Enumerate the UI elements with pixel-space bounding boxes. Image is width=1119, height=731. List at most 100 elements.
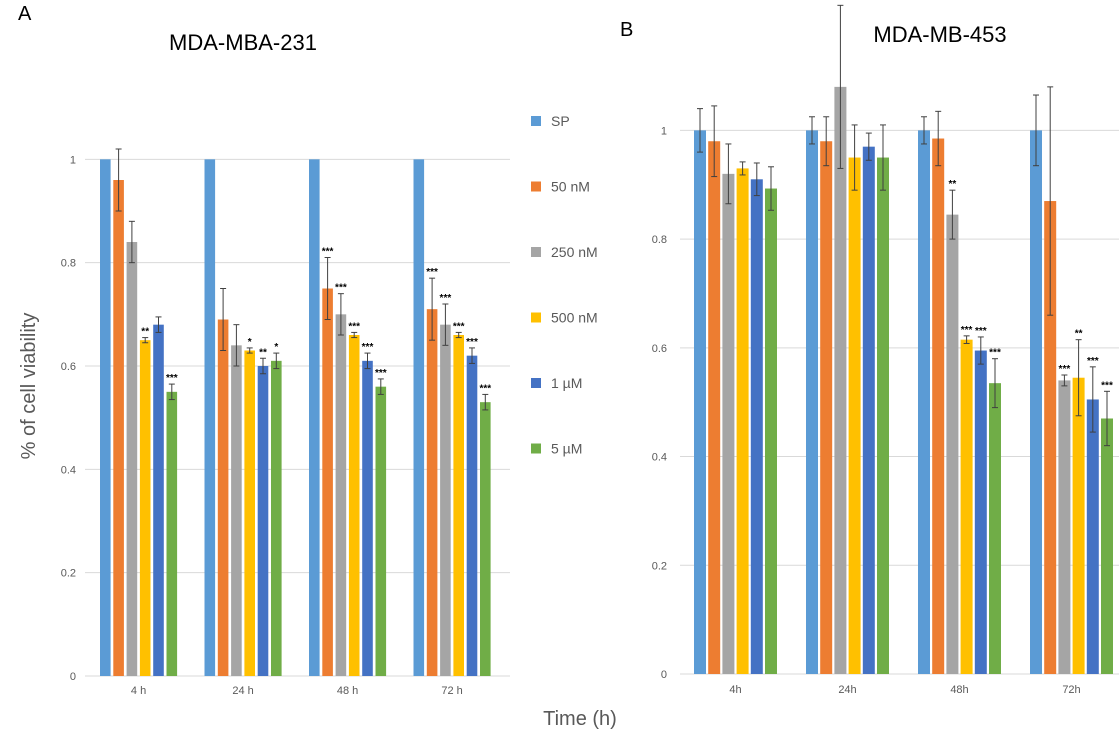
x-tick-label: 48h [950, 684, 968, 696]
bar [322, 288, 333, 676]
bar [139, 340, 151, 676]
significance-marker: ** [259, 347, 267, 358]
y-tick-label: 0.2 [61, 568, 76, 580]
significance-marker: *** [375, 368, 387, 379]
significance-marker: *** [1101, 380, 1113, 391]
bar [362, 360, 373, 676]
y-axis-label: % of cell viability [18, 313, 40, 460]
bar [946, 214, 959, 675]
significance-marker: *** [479, 383, 491, 394]
bar [848, 157, 861, 674]
bar [722, 173, 735, 674]
bar [271, 360, 282, 676]
bar [166, 391, 178, 676]
significance-marker: *** [348, 321, 360, 332]
bar [820, 141, 833, 675]
bar [480, 402, 491, 676]
y-tick-label: 0.4 [652, 452, 667, 464]
legend-label: SP [551, 113, 570, 129]
bar [440, 324, 451, 676]
y-tick-label: 0 [70, 671, 76, 683]
bar [375, 386, 387, 676]
significance-marker: *** [322, 247, 334, 258]
bar [257, 366, 269, 676]
bar [862, 146, 875, 674]
y-tick-label: 0.4 [61, 464, 76, 476]
bar [126, 242, 138, 676]
bar [750, 179, 763, 675]
bar [1101, 418, 1113, 674]
legend: SP 50 nM 250 nM 500 nM 1 µM 5 µM [531, 113, 598, 457]
legend-swatch [531, 116, 541, 126]
bar [932, 138, 945, 674]
significance-marker: *** [989, 348, 1001, 359]
bar [1058, 380, 1071, 674]
legend-label: 1 µM [551, 375, 582, 391]
legend-label: 50 nM [551, 179, 590, 195]
bar [989, 383, 1001, 674]
legend-label: 250 nM [551, 244, 598, 260]
significance-marker: *** [466, 337, 478, 348]
bar [113, 180, 124, 676]
bar [348, 335, 360, 676]
panel-a-chart: A MDA-MBA-231 0 0.2 0.4 0.6 0.8 1 % of cell viab… [18, 3, 617, 730]
x-tick-label: 24 h [232, 685, 253, 697]
bar [1086, 399, 1099, 674]
bar [1030, 130, 1042, 674]
bar [765, 188, 777, 675]
x-tick-label: 24h [838, 684, 856, 696]
bar [100, 159, 111, 677]
significance-marker: *** [362, 342, 374, 353]
bar [918, 130, 930, 674]
panel-label: A [18, 3, 32, 25]
y-tick-label: 0.8 [652, 234, 667, 246]
significance-marker: *** [440, 293, 452, 304]
bar [153, 324, 164, 676]
significance-marker: *** [975, 326, 987, 337]
y-tick-label: 0.6 [652, 343, 667, 355]
bar [960, 339, 973, 674]
panel-label: B [620, 19, 633, 41]
bar [974, 350, 987, 674]
significance-marker: *** [961, 325, 973, 336]
x-tick-label: 48 h [337, 685, 358, 697]
significance-marker: *** [453, 321, 465, 332]
chart-title: MDA-MB-453 [873, 22, 1006, 47]
significance-marker: *** [426, 267, 438, 278]
bar [426, 309, 438, 676]
bar [335, 314, 347, 676]
y-tick-label: 0.6 [61, 361, 76, 373]
significance-marker: *** [335, 283, 347, 294]
legend-swatch [531, 181, 541, 192]
bar [309, 159, 320, 677]
legend-swatch [531, 312, 541, 323]
y-tick-label: 1 [661, 125, 667, 137]
legend-label: 5 µM [551, 441, 582, 457]
bar [806, 130, 818, 674]
significance-marker: *** [166, 373, 178, 384]
bar [231, 345, 242, 676]
significance-marker: * [248, 337, 252, 348]
bar [834, 86, 847, 674]
y-tick-label: 0.8 [61, 258, 76, 270]
x-tick-label: 72 h [441, 685, 462, 697]
significance-marker: * [274, 342, 278, 353]
bar [736, 168, 749, 674]
x-tick-label: 4 h [131, 685, 146, 697]
significance-marker: ** [1075, 329, 1083, 340]
bar [1044, 201, 1057, 674]
x-tick-label: 4h [729, 684, 741, 696]
bar [244, 350, 255, 676]
bar [1072, 377, 1085, 674]
significance-marker: ** [141, 327, 149, 338]
bar [204, 159, 216, 677]
x-axis-label: Time (h) [543, 708, 617, 730]
significance-marker: *** [1059, 364, 1071, 375]
x-tick-label: 72h [1062, 684, 1080, 696]
bar [453, 335, 464, 676]
legend-label: 500 nM [551, 310, 598, 326]
legend-swatch [531, 247, 541, 257]
legend-swatch [531, 443, 541, 454]
